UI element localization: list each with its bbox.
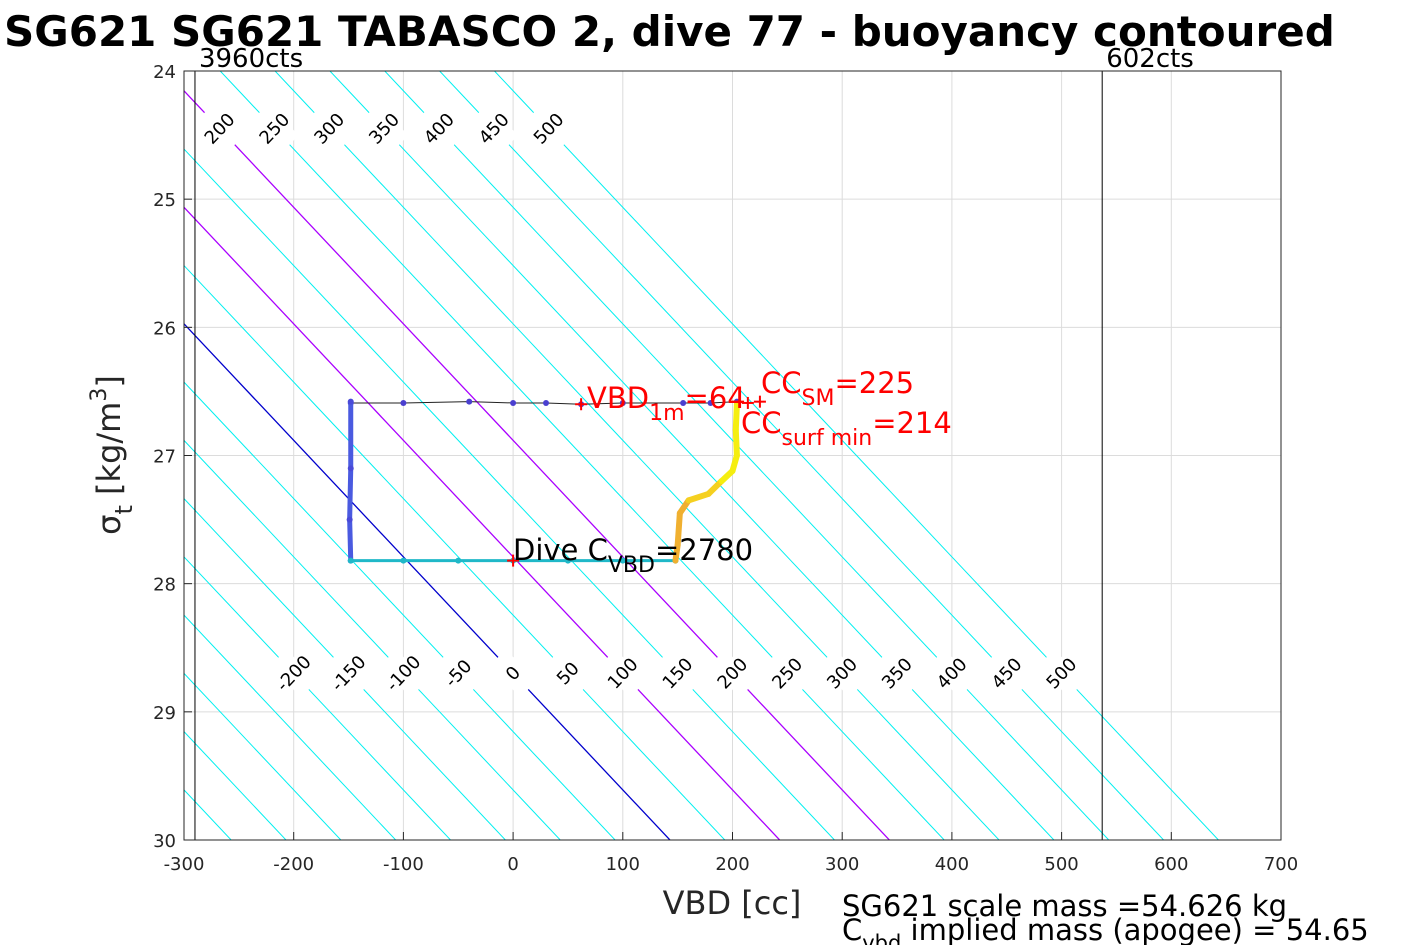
y-tick-label-5: 29 (153, 703, 176, 724)
contour-label-bottom-bg-5 (543, 649, 593, 698)
dive-cvbd-annotation: Dive CVBD=2780 (513, 533, 753, 578)
x-tick-label-2: -100 (383, 854, 424, 875)
y-axis-ticks: 24 25 26 27 28 29 30 (153, 62, 192, 852)
contour-label-bottom-bg-9 (763, 649, 812, 698)
surface-track-point-3 (510, 399, 517, 406)
contour-label-top-bg-18 (524, 104, 573, 153)
contour-label-bottom-bg-4 (488, 649, 538, 698)
count-label-0: 3960cts (199, 44, 303, 74)
descent-track-point-1 (347, 465, 354, 472)
cc-sm-annotation: CCSM=225 (761, 366, 914, 411)
x-tick-label-8: 500 (1044, 854, 1078, 875)
chart-title: SG621 SG621 TABASCO 2, dive 77 - buoyanc… (4, 7, 1335, 56)
grid (184, 71, 1281, 840)
implied-mass-text: Cvbd implied mass (apogee) = 54.65 (842, 913, 1369, 945)
descent-track-line (347, 401, 354, 561)
x-tick-label-1: -200 (273, 854, 314, 875)
x-tick-label-7: 400 (935, 854, 969, 875)
contour-label-bottom-bg-8 (708, 649, 757, 698)
contour-label-bottom-bg-7 (653, 649, 702, 698)
ascent-segment-8 (732, 401, 740, 433)
marker-0 (507, 554, 520, 567)
contour-label-bottom-bg-10 (817, 649, 867, 698)
x-tick-label-6: 300 (825, 854, 859, 875)
contour-label-bottom-bg-0 (269, 649, 318, 698)
contour-label-bottom-bg-13 (982, 649, 1031, 698)
count-label-1: 602cts (1106, 44, 1194, 74)
x-tick-label-3: 0 (507, 854, 518, 875)
ascent-segment-4 (705, 478, 725, 497)
contour-label-top-bg-17 (469, 104, 519, 153)
ascent-segment-7 (732, 426, 740, 459)
y-tick-label-2: 26 (153, 318, 176, 339)
scale-mass-text: SG621 scale mass =54.626 kg (842, 889, 1287, 923)
contour-label-top-bg-16 (414, 104, 464, 153)
y-tick-label-0: 24 (153, 62, 176, 83)
contour-label-top-bg-15 (359, 104, 409, 153)
y-tick-label-6: 30 (153, 831, 176, 852)
surface-track-point-7 (680, 399, 687, 406)
surface-track-point-8 (707, 399, 714, 406)
surface-track-line (350, 401, 737, 405)
marker-2 (741, 396, 754, 409)
y-tick-label-4: 28 (153, 575, 176, 596)
y-axis-label: σt [kg/m3] (87, 375, 138, 535)
ascent-segment-3 (685, 490, 712, 504)
marker-1 (575, 398, 588, 411)
x-tick-label-5: 200 (715, 854, 749, 875)
vbd-1m-annotation: VBD1m=64 (587, 381, 746, 426)
x-tick-label-9: 600 (1154, 854, 1188, 875)
contour-line-3 (184, 614, 397, 840)
contour-label-bottom-bg-6 (598, 649, 648, 698)
descent-track-point-2 (346, 516, 353, 523)
contour-label-bottom-bg-3 (434, 649, 483, 698)
count-limit-lines: 3960cts 602cts (194, 44, 1194, 840)
cc-surf-min-annotation: CCsurf min=214 (741, 406, 952, 451)
contour-label-top-bg-12 (195, 104, 244, 153)
surface-track-point-4 (543, 399, 550, 406)
contour-label-bottom-bg-1 (324, 649, 373, 698)
surface-track-point-1 (400, 399, 407, 406)
contour-label-bottom-bg-11 (872, 649, 922, 698)
contour-label-top-bg-14 (305, 104, 354, 153)
ascent-segment-1 (674, 510, 683, 549)
contour-label-bottom-bg-12 (927, 649, 977, 698)
surface-track-point-2 (466, 398, 473, 405)
contour-line-2 (184, 672, 342, 840)
x-tick-label-10: 700 (1264, 854, 1298, 875)
descent-track-point-0 (347, 398, 354, 405)
contour-label-top-bg-13 (250, 104, 299, 153)
x-tick-label-4: 100 (606, 854, 640, 875)
x-tick-label-0: -300 (164, 854, 205, 875)
x-axis-label: VBD [cc] (663, 884, 802, 922)
surface-track-point-6 (619, 399, 626, 406)
contour-label-bottom-bg-2 (379, 649, 428, 698)
y-tick-label-3: 27 (153, 447, 176, 468)
y-tick-label-1: 25 (153, 190, 176, 211)
red-markers (507, 395, 766, 567)
x-axis-ticks: -300 -200 -100 0 100 200 300 400 500 600 700 (164, 832, 1298, 875)
contour-label-bottom-bg-14 (1037, 649, 1086, 698)
marker-3 (753, 395, 766, 408)
